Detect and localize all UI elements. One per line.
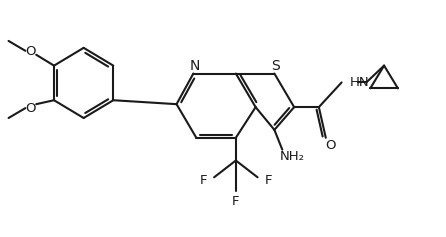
Text: F: F xyxy=(200,174,207,187)
Text: NH₂: NH₂ xyxy=(280,150,305,163)
Text: HN: HN xyxy=(350,76,369,89)
Text: S: S xyxy=(271,59,280,73)
Text: O: O xyxy=(326,139,336,152)
Text: O: O xyxy=(25,45,36,58)
Text: F: F xyxy=(264,174,272,187)
Text: N: N xyxy=(189,59,199,73)
Text: F: F xyxy=(232,195,240,208)
Text: O: O xyxy=(25,102,36,115)
